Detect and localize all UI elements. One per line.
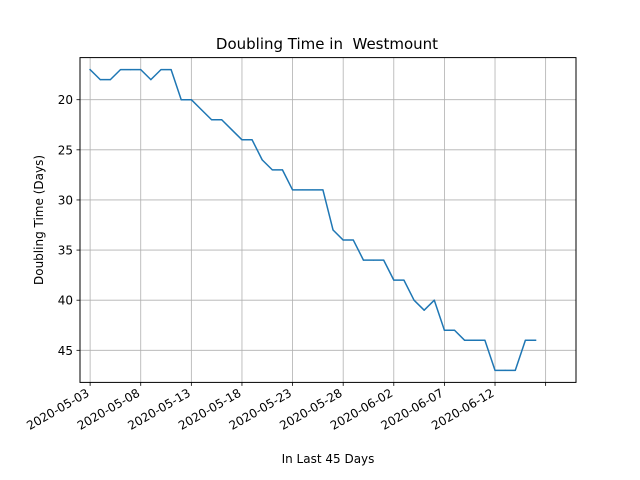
data-point — [291, 189, 294, 191]
data-point — [514, 369, 516, 371]
data-point — [180, 99, 182, 101]
data-point — [524, 339, 526, 341]
data-point — [241, 139, 243, 141]
data-point — [130, 69, 132, 71]
data-point — [413, 299, 415, 301]
series-layer — [89, 68, 537, 372]
grid-lines — [80, 57, 576, 383]
y-tick-label: 25 — [58, 143, 73, 157]
y-tick-label: 20 — [58, 93, 73, 107]
y-tick-label: 40 — [58, 294, 73, 308]
data-point — [464, 339, 466, 341]
data-point — [119, 69, 122, 71]
data-point — [433, 299, 435, 301]
data-point — [322, 189, 324, 191]
data-point — [271, 169, 273, 171]
data-point — [312, 189, 314, 191]
y-tick-label: 45 — [58, 344, 73, 358]
data-point — [352, 239, 354, 241]
data-point — [403, 279, 405, 281]
data-point — [494, 369, 496, 371]
data-point — [534, 339, 537, 341]
data-point — [332, 229, 334, 231]
data-point — [443, 329, 446, 331]
data-point — [221, 119, 223, 121]
data-point — [140, 69, 142, 71]
data-point — [484, 339, 486, 341]
x-axis-label: In Last 45 Days — [282, 452, 375, 466]
chart-title: Doubling Time in Westmount — [216, 35, 438, 53]
data-point — [423, 309, 425, 311]
data-point — [453, 329, 456, 331]
data-point — [474, 339, 476, 341]
data-point — [231, 129, 233, 131]
data-point — [160, 69, 162, 71]
data-point — [150, 79, 152, 81]
data-point — [109, 79, 111, 81]
data-point — [383, 259, 385, 261]
data-point — [99, 79, 101, 81]
data-point — [393, 279, 395, 281]
y-tick-label: 35 — [58, 244, 73, 258]
data-point — [251, 139, 253, 141]
data-point — [210, 119, 213, 121]
data-point — [372, 259, 375, 261]
data-point — [190, 99, 192, 101]
data-point — [261, 159, 263, 161]
y-tick-label: 30 — [58, 193, 73, 207]
data-point — [281, 169, 284, 171]
data-point — [89, 69, 91, 71]
data-point — [362, 259, 365, 261]
data-point — [504, 369, 506, 371]
y-axis-label: Doubling Time (Days) — [32, 155, 46, 285]
plot-frame — [79, 57, 577, 383]
data-point — [302, 189, 304, 191]
data-point — [170, 69, 172, 71]
data-point — [200, 109, 203, 111]
data-point — [342, 239, 344, 241]
